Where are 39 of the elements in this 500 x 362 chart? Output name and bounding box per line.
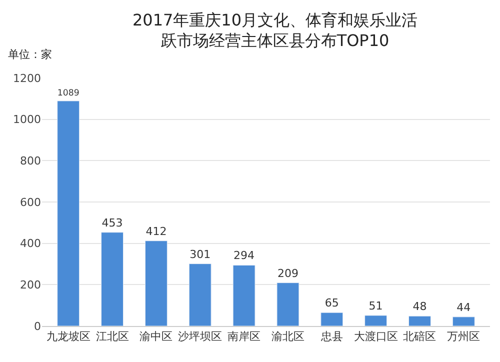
x-tick-label: 渝北区 [271,330,304,344]
chart-title: 2017年重庆10月文化、体育和娱乐业活跃市场经营主体区县分布TOP10 [132,10,418,50]
bar [364,315,388,326]
x-tick-label: 沙坪坝区 [178,330,222,344]
data-label: 412 [146,224,167,238]
data-label: 48 [412,300,427,314]
x-tick-label: 九龙坡区 [46,330,90,344]
bar [320,312,344,326]
data-label: 51 [368,299,383,312]
x-tick-label: 大渡口区 [354,330,398,344]
data-label: 44 [456,300,471,314]
y-tick-label: 400 [20,237,41,250]
data-label: 65 [324,296,339,310]
bar [101,232,124,326]
y-tick-label: 1200 [13,72,41,85]
data-label: 1089 [57,88,80,99]
x-tick-label: 万州区 [447,330,480,344]
bar [188,264,212,326]
bar [144,240,168,326]
x-tick-label: 渝中区 [140,330,173,344]
x-tick-label: 江北区 [96,330,129,344]
bar [276,282,300,326]
y-tick-label: 0 [34,320,41,333]
y-tick-label: 200 [20,278,41,292]
y-tick-label: 1000 [13,113,41,126]
data-label: 294 [234,249,255,262]
bar [408,316,431,326]
data-label: 453 [102,216,123,230]
y-axis-title: 单位：家 [8,48,52,61]
x-tick-label: 忠县 [320,330,343,344]
data-label: 301 [190,248,211,261]
y-tick-label: 800 [20,154,41,168]
x-tick-label: 南岸区 [228,330,261,344]
x-tick-label: 北碚区 [403,330,436,344]
data-label: 209 [277,266,298,280]
bar [232,264,256,326]
bar [452,316,475,326]
y-tick-label: 600 [20,196,41,209]
bar [57,100,80,326]
